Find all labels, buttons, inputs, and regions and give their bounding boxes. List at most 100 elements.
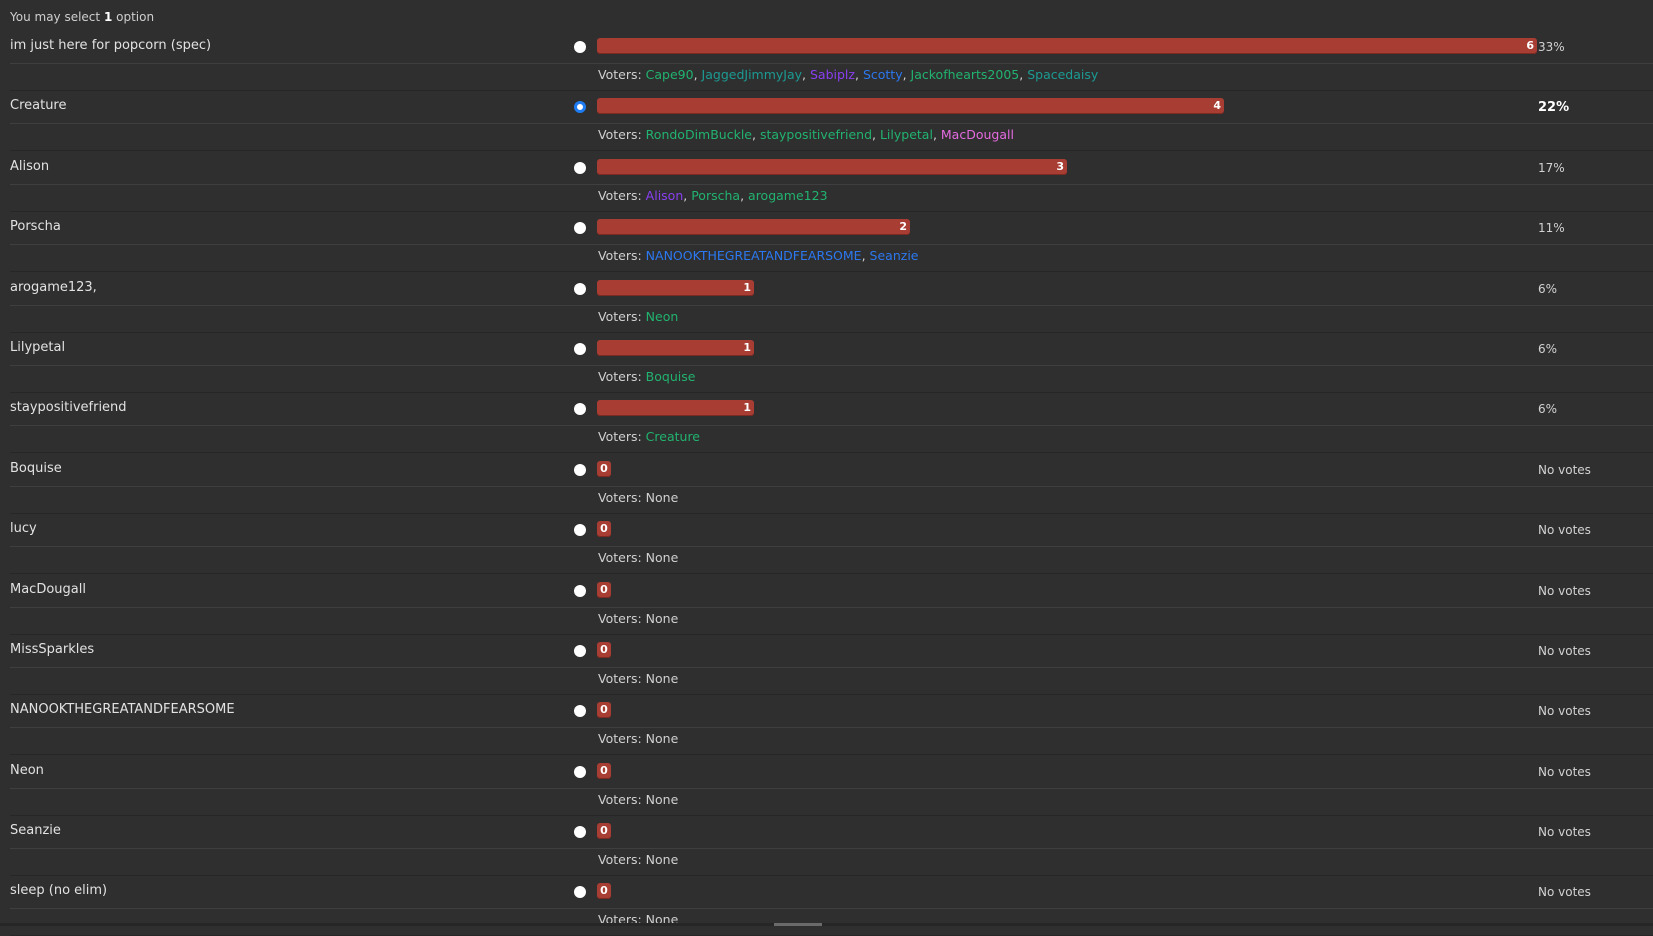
- option-label[interactable]: MissSparkles: [10, 641, 95, 657]
- vote-percent: No votes: [1538, 462, 1591, 477]
- option-radio-button[interactable]: [574, 584, 586, 597]
- row-divider: [10, 151, 1653, 185]
- option-radio-button[interactable]: [574, 886, 586, 899]
- option-radio-button[interactable]: [574, 463, 586, 476]
- vote-bar: 4: [597, 98, 1224, 115]
- vote-count: 0: [600, 884, 608, 898]
- vote-bar: 0: [597, 762, 611, 779]
- option-radio-button[interactable]: [574, 282, 586, 295]
- option-radio-button[interactable]: [574, 222, 586, 235]
- poll-option-row: lucy 0 No votes Voters: None: [0, 513, 1653, 575]
- voter-link[interactable]: Cape90: [645, 67, 694, 82]
- option-label[interactable]: im just here for popcorn (spec): [10, 38, 212, 53]
- option-label[interactable]: arogame123,: [10, 279, 97, 295]
- voter-link[interactable]: Creature: [645, 429, 700, 445]
- voters-divider: [10, 365, 1653, 393]
- poll-instructions: You may select 1 option: [10, 10, 154, 24]
- voter-link[interactable]: Boquise: [645, 368, 696, 384]
- option-radio-button[interactable]: [574, 826, 586, 839]
- option-label[interactable]: sleep (no elim): [10, 883, 108, 899]
- scrollbar-thumb[interactable]: [774, 923, 822, 926]
- vote-count: 1: [743, 280, 751, 294]
- poll-option-row: arogame123, 1 6% Voters: Neon: [0, 272, 1653, 333]
- row-divider: [10, 574, 1653, 608]
- vote-percent: No votes: [1538, 583, 1591, 598]
- option-label[interactable]: Seanzie: [10, 823, 61, 839]
- voter-link[interactable]: NANOOKTHEGREATANDFEARSOME: [645, 248, 862, 264]
- option-radio-button[interactable]: [574, 765, 586, 778]
- option-label[interactable]: Porscha: [10, 219, 61, 235]
- voter-link[interactable]: Seanzie: [869, 248, 919, 264]
- voter-link[interactable]: arogame123: [748, 187, 828, 203]
- voters-line: Voters: Boquise: [598, 369, 695, 384]
- voter-link[interactable]: RondoDimBuckle: [645, 127, 752, 143]
- voters-divider: [10, 425, 1653, 454]
- poll-option-row: Neon 0 No votes Voters: None: [0, 755, 1653, 816]
- voter-link[interactable]: Porscha: [691, 187, 741, 203]
- poll-option-row: MissSparkles 0 No votes Voters: None: [0, 634, 1653, 695]
- voters-divider: [10, 607, 1653, 635]
- option-label[interactable]: staypositivefriend: [10, 400, 127, 416]
- voters-label: Voters:: [598, 852, 642, 868]
- option-radio-button[interactable]: [574, 41, 586, 53]
- voters-divider: [10, 788, 1653, 816]
- row-divider: [10, 755, 1653, 789]
- voter-link[interactable]: MacDougall: [940, 127, 1014, 143]
- voters-none: None: [645, 791, 679, 807]
- voters-none: None: [645, 670, 679, 686]
- vote-percent: 6%: [1538, 341, 1558, 356]
- voter-link[interactable]: staypositivefriend: [759, 127, 873, 143]
- vote-percent: No votes: [1538, 764, 1591, 779]
- option-label[interactable]: Neon: [10, 762, 44, 778]
- voter-link[interactable]: Jackofhearts2005: [910, 67, 1020, 82]
- option-label[interactable]: lucy: [10, 521, 37, 537]
- vote-bar: 0: [597, 460, 611, 477]
- voter-link[interactable]: JaggedJimmyJay: [701, 67, 803, 82]
- poll-option-row: im just here for popcorn (spec) 6 33% Voter…: [0, 30, 1653, 91]
- option-radio-button[interactable]: [574, 342, 586, 355]
- voter-link[interactable]: Spacedaisy: [1027, 67, 1099, 82]
- vote-percent: 11%: [1538, 221, 1565, 236]
- option-radio-button[interactable]: [574, 161, 586, 174]
- poll-option-row: Porscha 2 11% Voters: NANOOKTHEGREATANDFEAR…: [0, 211, 1653, 273]
- option-radio-button[interactable]: [574, 403, 586, 416]
- vote-count: 0: [600, 763, 608, 777]
- horizontal-scrollbar[interactable]: [0, 923, 1653, 926]
- voter-link[interactable]: Lilypetal: [879, 127, 933, 143]
- voters-label: Voters:: [598, 368, 642, 384]
- voter-link[interactable]: Alison: [645, 187, 684, 203]
- voter-link[interactable]: Neon: [645, 308, 679, 324]
- option-label[interactable]: Boquise: [10, 460, 62, 476]
- voters-line: Voters: None: [598, 792, 678, 807]
- voters-none: None: [645, 610, 679, 626]
- vote-percent: No votes: [1538, 704, 1591, 719]
- row-divider: [10, 875, 1653, 910]
- vote-bar: 1: [597, 279, 754, 296]
- voters-line: Voters: Cape90, JaggedJimmyJay, Sabiplz,…: [598, 67, 1099, 82]
- voter-link[interactable]: Sabiplz: [810, 67, 855, 82]
- option-label[interactable]: NANOOKTHEGREATANDFEARSOME: [10, 702, 235, 718]
- vote-percent: 33%: [1538, 40, 1565, 54]
- row-divider: [10, 634, 1653, 668]
- option-radio-button[interactable]: [574, 524, 586, 537]
- option-label[interactable]: Alison: [10, 158, 50, 174]
- voters-line: Voters: None: [598, 550, 678, 565]
- option-label[interactable]: Creature: [10, 98, 67, 114]
- vote-bar: 2: [597, 219, 910, 236]
- vote-percent: No votes: [1538, 643, 1591, 658]
- option-label[interactable]: MacDougall: [10, 581, 86, 597]
- row-divider: [10, 211, 1653, 246]
- voter-link[interactable]: Scotty: [862, 67, 903, 82]
- voters-label: Voters:: [598, 429, 642, 445]
- option-radio-button[interactable]: [574, 705, 586, 718]
- poll-option-row: NANOOKTHEGREATANDFEARSOME 0 No votes Voters…: [0, 694, 1653, 756]
- option-label[interactable]: Lilypetal: [10, 339, 66, 355]
- vote-count: 0: [600, 461, 608, 475]
- poll-option-row: sleep (no elim) 0 No votes Voters: None: [0, 875, 1653, 936]
- option-radio-button[interactable]: [574, 644, 586, 657]
- voters-label: Voters:: [598, 791, 642, 807]
- option-radio-button[interactable]: [574, 101, 586, 114]
- vote-percent: 17%: [1538, 160, 1565, 175]
- voters-label: Voters:: [598, 67, 642, 82]
- poll-option-row: Creature 4 22% Voters: RondoDimBuckle, stay…: [0, 90, 1653, 152]
